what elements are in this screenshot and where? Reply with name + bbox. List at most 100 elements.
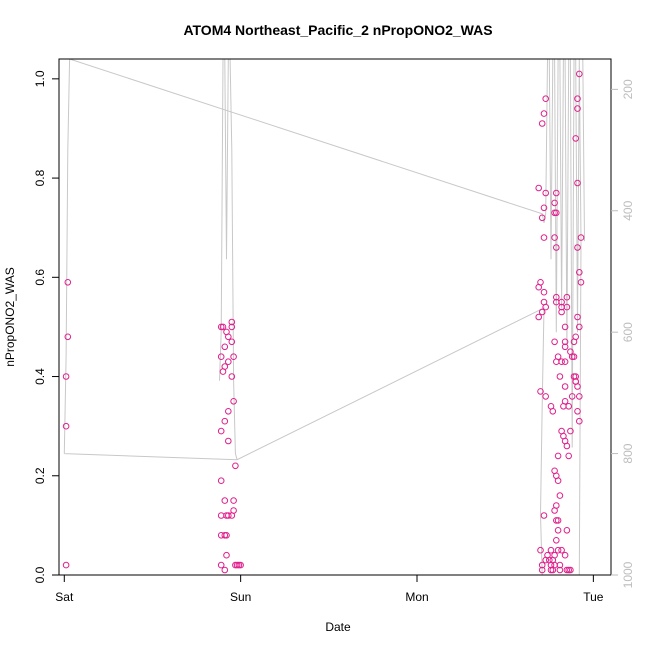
data-point [558,358,565,366]
data-point [561,551,569,559]
data-point [561,343,569,351]
data-point [230,353,237,361]
data-point [576,269,583,276]
data-point [558,546,565,554]
data-point [221,417,229,425]
data-point [553,209,560,217]
data-point [535,313,543,321]
data-point [556,566,564,574]
data-point [221,532,229,539]
data-point [572,135,580,142]
data-point [558,298,565,306]
data-point [553,244,560,251]
data-point [225,358,232,366]
y-tick-label: 0.0 [33,566,47,583]
data-point [553,293,560,301]
data-point [574,383,581,390]
data-point [570,353,578,361]
data-point [230,497,237,504]
data-point [217,353,225,361]
y-right-axis: 200 400 600 800 1000 [611,79,635,588]
data-point [225,408,232,415]
data-point [565,403,573,410]
y-right-tick-label: 1000 [621,561,635,588]
data-point [561,383,569,390]
data-point [228,373,236,380]
data-point [537,388,544,395]
data-point [553,537,560,544]
data-point [574,179,581,187]
data-point [563,293,571,301]
data-point [217,561,225,569]
altitude-line-segment-2 [581,59,585,242]
data-point [542,95,550,102]
data-point [549,556,557,564]
data-point [577,234,585,241]
data-point [551,507,558,514]
data-point [540,234,548,241]
data-point [561,358,569,366]
data-point [551,199,558,207]
data-point [560,403,567,410]
data-point [572,333,580,341]
data-point [225,437,232,445]
data-point [221,566,229,574]
y-axis-title: nPropONO2_WAS [3,267,17,367]
data-point [538,214,546,222]
data-point [551,234,558,241]
data-point [554,527,562,534]
data-point [563,566,571,574]
data-point [574,408,581,415]
data-point [556,373,564,380]
data-point [228,318,236,326]
data-point [219,323,227,331]
data-point [568,353,576,361]
x-tick-label: Mon [405,590,428,604]
data-point [554,477,562,485]
data-point [561,323,569,331]
y-tick-label: 0.2 [33,467,47,484]
x-axis-title: Date [325,620,351,634]
data-point [576,417,583,425]
data-point [542,303,550,311]
data-point [554,517,562,524]
data-point [574,105,581,112]
data-point [547,566,555,574]
data-point [225,333,232,341]
data-point [221,363,229,370]
data-point [62,373,70,380]
data-point [563,527,571,534]
data-points [62,70,585,574]
data-point [576,393,583,400]
data-point [574,313,581,321]
data-point [538,566,546,574]
data-point [228,323,236,331]
x-axis: Sat Sun Mon Tue [55,575,604,604]
data-point [574,95,581,102]
data-point [538,308,546,316]
data-point [64,333,72,341]
y-right-tick-label: 800 [621,443,635,463]
data-point [565,452,573,460]
data-point [572,373,580,380]
y-tick-label: 1.0 [33,70,47,87]
data-point [217,477,225,485]
chart-title: ATOM4 Northeast_Pacific_2 nPropONO2_WAS [183,22,492,38]
data-point [228,512,236,519]
data-point [535,184,543,192]
plot-frame [58,58,612,576]
data-point [568,393,576,400]
data-point [217,427,225,435]
data-point [217,323,225,331]
data-point [567,566,574,574]
data-point [563,442,571,450]
y-right-tick-label: 200 [621,79,635,99]
data-point [561,338,569,346]
data-point [556,561,564,569]
y-right-tick-label: 400 [621,200,635,220]
y-right-tick-label: 600 [621,322,635,342]
data-point [542,393,550,400]
data-point [62,561,70,569]
data-point [554,546,562,554]
data-point [553,517,560,524]
